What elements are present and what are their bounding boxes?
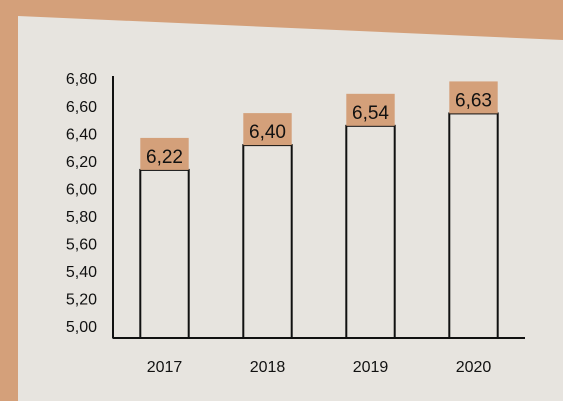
bar [139,168,190,339]
value-label-box [449,81,498,114]
y-tick-label: 5,80 [66,209,97,226]
bar [345,124,396,339]
bar [448,112,499,339]
y-tick-label: 5,00 [66,319,97,336]
y-tick-label: 6,60 [66,99,97,116]
value-label-box [140,137,189,170]
y-tick-label: 6,20 [66,154,97,171]
y-tick-label: 5,60 [66,237,97,254]
value-label-box [346,93,395,126]
y-tick-label: 5,40 [66,264,97,281]
y-tick-label: 5,20 [66,292,97,309]
bar [242,144,293,339]
value-label: 6,54 [352,103,389,124]
value-label-box [243,113,292,146]
y-tick-label: 6,00 [66,181,97,198]
value-label: 6,63 [455,90,492,111]
x-tick-label: 2018 [250,359,286,376]
value-label: 6,22 [146,147,183,168]
x-tick-label: 2019 [353,359,389,376]
y-tick-label: 6,40 [66,126,97,143]
x-tick-label: 2020 [456,359,492,376]
y-tick-label: 6,80 [66,71,97,88]
x-tick-label: 2017 [147,359,183,376]
value-label: 6,40 [249,122,286,143]
